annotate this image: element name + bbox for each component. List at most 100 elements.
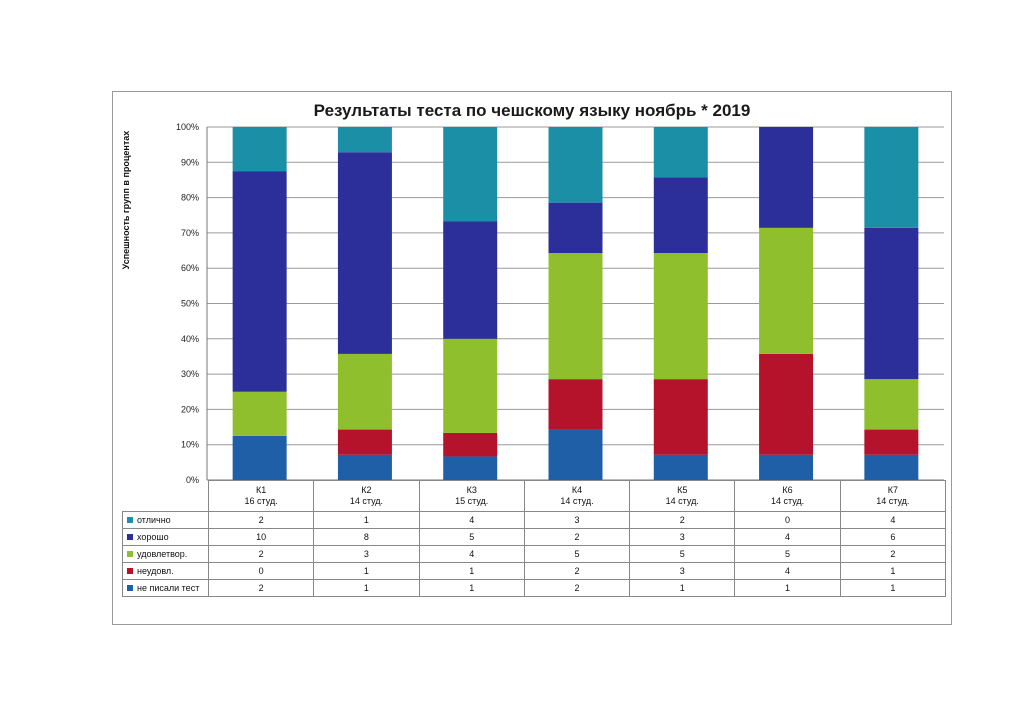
category-header: К5 14 студ. xyxy=(629,480,736,512)
y-tick-label: 100% xyxy=(176,122,199,132)
legend-swatch xyxy=(127,534,133,540)
table-cell: 8 xyxy=(313,528,420,546)
bar-segment xyxy=(337,429,392,455)
bar-segment xyxy=(864,379,919,430)
y-tick-label: 30% xyxy=(181,369,199,379)
table-cell: 1 xyxy=(839,579,946,597)
bar-segment xyxy=(548,379,603,430)
y-tick-label: 20% xyxy=(181,404,199,414)
bar-segment xyxy=(864,429,919,455)
table-cell: 1 xyxy=(839,562,946,580)
bar-segment xyxy=(653,454,708,480)
bar-segment xyxy=(232,127,287,172)
legend-label: не писали тест xyxy=(137,583,200,593)
legend-swatch xyxy=(127,585,133,591)
table-cell: 5 xyxy=(523,545,631,563)
table-cell: 5 xyxy=(734,545,841,563)
table-cell: 3 xyxy=(523,511,631,529)
category-subtitle: 15 студ. xyxy=(455,496,489,506)
table-cell: 10 xyxy=(207,528,315,546)
table-cell: 6 xyxy=(839,528,946,546)
category-subtitle: 16 студ. xyxy=(244,496,278,506)
table-corner xyxy=(122,480,209,512)
bar-segment xyxy=(653,253,708,380)
table-cell: 1 xyxy=(734,579,841,597)
bar-segment xyxy=(864,127,919,228)
bar-segment xyxy=(759,454,814,480)
y-tick-label: 0% xyxy=(186,475,199,485)
bar-segment xyxy=(337,127,392,153)
y-tick-label: 90% xyxy=(181,157,199,167)
table-cell: 1 xyxy=(313,562,420,580)
bar-segment xyxy=(443,221,498,339)
legend-entry: отлично xyxy=(122,511,209,529)
table-cell: 2 xyxy=(839,545,946,563)
bar-segment xyxy=(232,435,287,480)
table-cell: 5 xyxy=(418,528,525,546)
legend-swatch xyxy=(127,517,133,523)
table-cell: 2 xyxy=(629,511,736,529)
table-cell: 4 xyxy=(418,511,525,529)
y-tick-label: 10% xyxy=(181,440,199,450)
category-label: К5 xyxy=(677,485,688,495)
y-tick-label: 50% xyxy=(181,299,199,309)
bar-segment xyxy=(443,432,498,457)
legend-label: хорошо xyxy=(137,532,169,542)
table-cell: 0 xyxy=(734,511,841,529)
table-cell: 2 xyxy=(207,545,315,563)
bar-segment xyxy=(337,353,392,430)
bar-segment xyxy=(759,353,814,455)
bar-segment xyxy=(653,379,708,455)
bar-segment xyxy=(337,152,392,354)
legend-swatch xyxy=(127,551,133,557)
category-subtitle: 14 студ. xyxy=(876,496,910,506)
bar-segment xyxy=(548,429,603,480)
table-cell: 1 xyxy=(418,562,525,580)
category-label: К4 xyxy=(571,485,583,495)
category-subtitle: 14 студ. xyxy=(349,496,384,506)
legend-entry: неудовл. xyxy=(122,562,209,580)
category-header: К6 14 студ. xyxy=(734,480,841,512)
data-table: К1 16 студ. К2 14 студ. К3 15 студ. К4 14 студ.… xyxy=(122,480,946,597)
bar-segment xyxy=(443,338,498,433)
table-cell: 2 xyxy=(207,511,315,529)
table-cell: 3 xyxy=(629,528,736,546)
category-header: К4 14 студ. xyxy=(523,480,631,512)
bar-segment xyxy=(232,171,287,392)
table-cell: 1 xyxy=(418,579,525,597)
bar-segment xyxy=(548,202,603,254)
bar-segment xyxy=(548,253,603,380)
category-label: К7 xyxy=(887,485,898,495)
table-cell: 1 xyxy=(313,579,420,597)
category-subtitle: 14 студ. xyxy=(770,496,805,506)
table-cell: 3 xyxy=(313,545,420,563)
table-row: не писали тест 2 1 1 2 1 1 1 xyxy=(122,579,946,597)
category-subtitle: 14 студ. xyxy=(665,496,699,506)
chart-frame xyxy=(112,91,952,625)
legend-entry: удовлетвор. xyxy=(122,545,209,563)
legend-entry: не писали тест xyxy=(122,579,209,597)
table-cell: 4 xyxy=(734,562,841,580)
table-cell: 2 xyxy=(523,579,631,597)
category-header: К2 14 студ. xyxy=(313,480,420,512)
table-row: неудовл. 0 1 1 2 3 4 1 xyxy=(122,562,946,580)
table-cell: 4 xyxy=(418,545,525,563)
table-cell: 1 xyxy=(629,579,736,597)
legend-label: отлично xyxy=(137,515,171,525)
table-cell: 5 xyxy=(629,545,736,563)
legend-label: удовлетвор. xyxy=(137,549,188,559)
bar-segment xyxy=(443,127,498,222)
category-label: К3 xyxy=(466,485,477,495)
table-cell: 0 xyxy=(207,562,315,580)
y-tick-label: 40% xyxy=(181,334,199,344)
category-label: К1 xyxy=(256,485,267,495)
table-row: хорошо 10 8 5 2 3 4 6 xyxy=(122,528,946,546)
bar-segment xyxy=(232,391,287,436)
bar-segment xyxy=(337,454,392,480)
table-cell: 4 xyxy=(839,511,946,529)
category-header: К7 14 студ. xyxy=(839,480,946,512)
category-header: К3 15 студ. xyxy=(418,480,525,512)
table-row: отлично 2 1 4 3 2 0 4 xyxy=(122,511,946,529)
bar-segment xyxy=(443,456,498,480)
